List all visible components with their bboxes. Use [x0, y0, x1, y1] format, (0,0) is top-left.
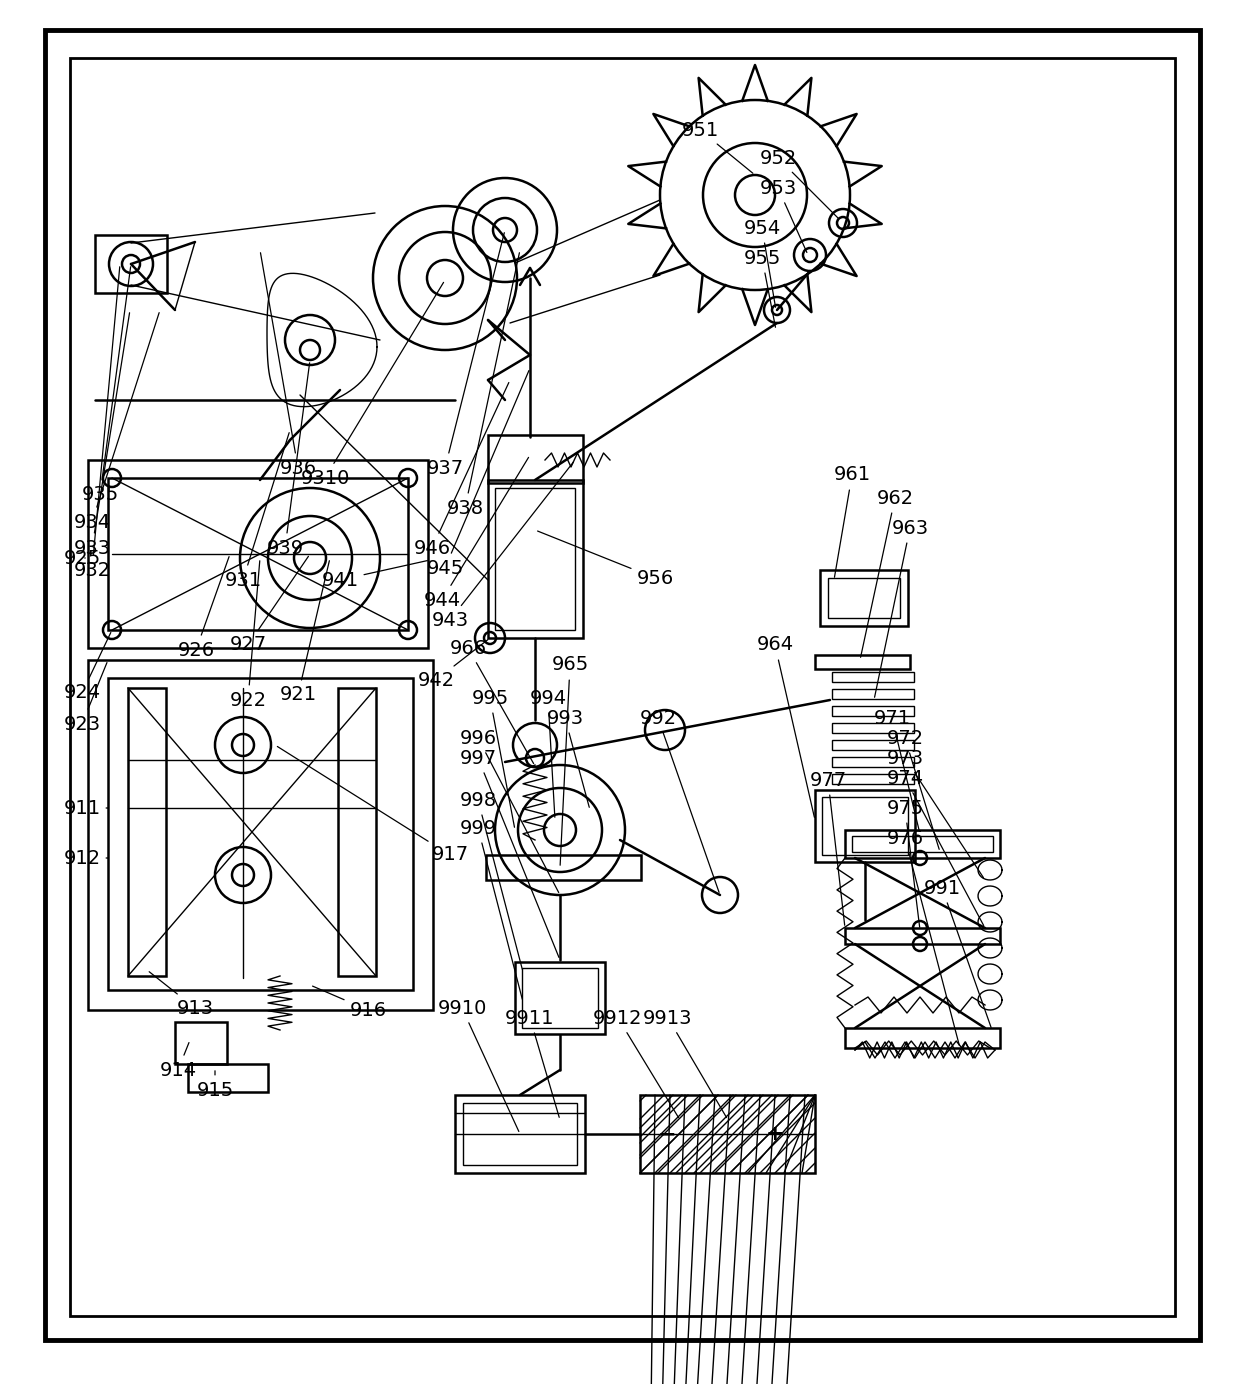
- Text: 975: 975: [887, 799, 924, 927]
- Text: 933: 933: [73, 313, 129, 558]
- Text: 921: 921: [279, 561, 330, 704]
- Text: 997: 997: [460, 749, 559, 958]
- Text: 999: 999: [460, 818, 522, 999]
- Bar: [828, 579, 900, 619]
- Bar: [822, 797, 908, 855]
- Text: 963: 963: [874, 519, 929, 698]
- Bar: [69, 58, 1176, 1316]
- Text: 934: 934: [73, 313, 159, 531]
- Text: 952: 952: [759, 148, 838, 219]
- Text: 961: 961: [833, 465, 870, 577]
- Text: 939: 939: [267, 363, 310, 558]
- Bar: [455, 1095, 585, 1174]
- Bar: [489, 435, 583, 483]
- Bar: [832, 722, 914, 734]
- Text: 944: 944: [423, 457, 528, 609]
- Text: 911: 911: [63, 799, 108, 818]
- Text: 941: 941: [321, 561, 428, 590]
- Bar: [832, 757, 914, 767]
- Bar: [489, 480, 583, 638]
- Text: 996: 996: [460, 728, 559, 893]
- Bar: [108, 477, 408, 630]
- Text: 914: 914: [160, 1042, 197, 1080]
- Bar: [832, 706, 914, 716]
- Text: 945: 945: [427, 371, 529, 577]
- Text: 9913: 9913: [644, 1009, 727, 1118]
- Text: 954: 954: [743, 219, 781, 307]
- Text: 912: 912: [63, 848, 108, 868]
- Bar: [522, 967, 598, 1028]
- Text: 931: 931: [224, 433, 289, 590]
- Text: 966: 966: [449, 638, 533, 764]
- Bar: [486, 855, 641, 880]
- Text: 994: 994: [529, 688, 567, 817]
- Bar: [844, 929, 999, 944]
- Text: 965: 965: [552, 656, 589, 865]
- Bar: [88, 660, 433, 1010]
- Bar: [832, 774, 914, 783]
- Text: 971: 971: [873, 709, 919, 832]
- Text: 937: 937: [427, 233, 505, 477]
- Text: 992: 992: [640, 709, 719, 893]
- Bar: [175, 1021, 227, 1064]
- Text: 976: 976: [887, 829, 960, 1045]
- Text: 925: 925: [63, 548, 100, 567]
- Text: 972: 972: [887, 728, 939, 850]
- Text: 995: 995: [471, 688, 515, 828]
- Text: 946: 946: [413, 382, 508, 558]
- Bar: [339, 688, 376, 976]
- Bar: [88, 459, 428, 648]
- Bar: [95, 235, 167, 293]
- Bar: [188, 1064, 268, 1092]
- Text: 962: 962: [861, 489, 914, 657]
- Bar: [815, 655, 910, 668]
- Text: 998: 998: [460, 790, 522, 969]
- Bar: [852, 836, 993, 853]
- Text: 932: 932: [73, 267, 120, 580]
- Text: 926: 926: [177, 556, 229, 660]
- Bar: [844, 830, 999, 858]
- Text: 953: 953: [759, 179, 807, 252]
- Text: 977: 977: [810, 771, 847, 926]
- Text: 927: 927: [229, 556, 309, 655]
- Text: 943: 943: [432, 462, 573, 630]
- Bar: [108, 678, 413, 990]
- Text: 915: 915: [196, 1071, 233, 1099]
- Text: 9912: 9912: [593, 1009, 678, 1118]
- Bar: [515, 962, 605, 1034]
- Text: 9911: 9911: [505, 1009, 559, 1117]
- Bar: [640, 1095, 815, 1174]
- Bar: [844, 1028, 999, 1048]
- Text: 922: 922: [229, 561, 267, 710]
- Text: 951: 951: [681, 120, 753, 173]
- Bar: [832, 673, 914, 682]
- Text: +: +: [765, 1124, 785, 1145]
- Text: 917: 917: [278, 746, 469, 865]
- Text: 964: 964: [756, 635, 815, 818]
- Text: 935: 935: [82, 267, 130, 505]
- Text: 9310: 9310: [300, 282, 444, 487]
- Bar: [832, 689, 914, 699]
- Text: 913: 913: [149, 972, 213, 1017]
- Text: 993: 993: [547, 709, 589, 807]
- Bar: [820, 570, 908, 626]
- Text: 938: 938: [446, 253, 520, 518]
- Bar: [832, 740, 914, 750]
- Text: 991: 991: [924, 879, 991, 1027]
- Text: 924: 924: [63, 632, 110, 703]
- Bar: [495, 489, 575, 630]
- Text: 955: 955: [743, 249, 781, 327]
- Text: 936: 936: [260, 253, 316, 477]
- Text: 923: 923: [63, 663, 107, 734]
- Text: −: −: [657, 1124, 676, 1145]
- Text: 973: 973: [887, 749, 983, 877]
- Text: 942: 942: [418, 639, 487, 689]
- Text: 956: 956: [538, 531, 673, 587]
- Bar: [463, 1103, 577, 1165]
- Bar: [815, 790, 915, 862]
- Text: 974: 974: [887, 768, 983, 926]
- Text: 916: 916: [312, 985, 387, 1020]
- Bar: [128, 688, 166, 976]
- Text: 9910: 9910: [438, 998, 518, 1132]
